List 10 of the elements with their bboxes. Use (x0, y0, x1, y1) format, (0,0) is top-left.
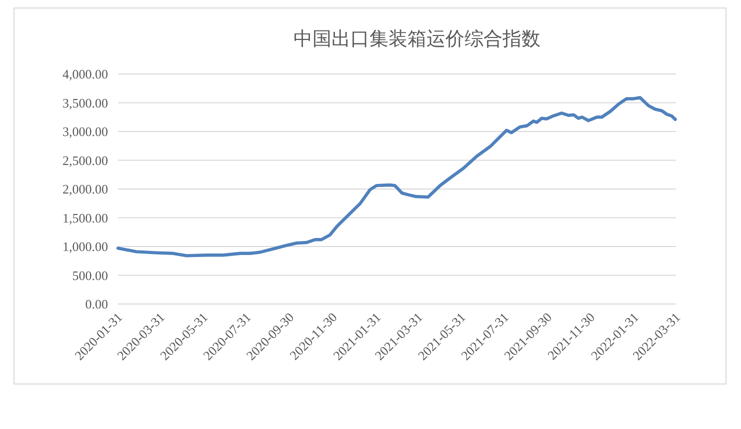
y-tick-label: 3,000.00 (62, 124, 108, 139)
y-tick-label: 1,500.00 (62, 210, 108, 226)
y-tick-label: 2,000.00 (62, 182, 108, 196)
chart-title: 中国出口集装箱运价综合指数 (294, 29, 540, 50)
y-tick-label: 0.00 (85, 296, 108, 312)
y-tick-label: 3,500.00 (62, 95, 108, 110)
y-tick-label: 4,000.00 (62, 66, 108, 82)
y-tick-label: 500.00 (72, 268, 108, 283)
y-tick-label: 1,000.00 (62, 239, 108, 254)
y-tick-label: 2,500.00 (62, 152, 108, 168)
